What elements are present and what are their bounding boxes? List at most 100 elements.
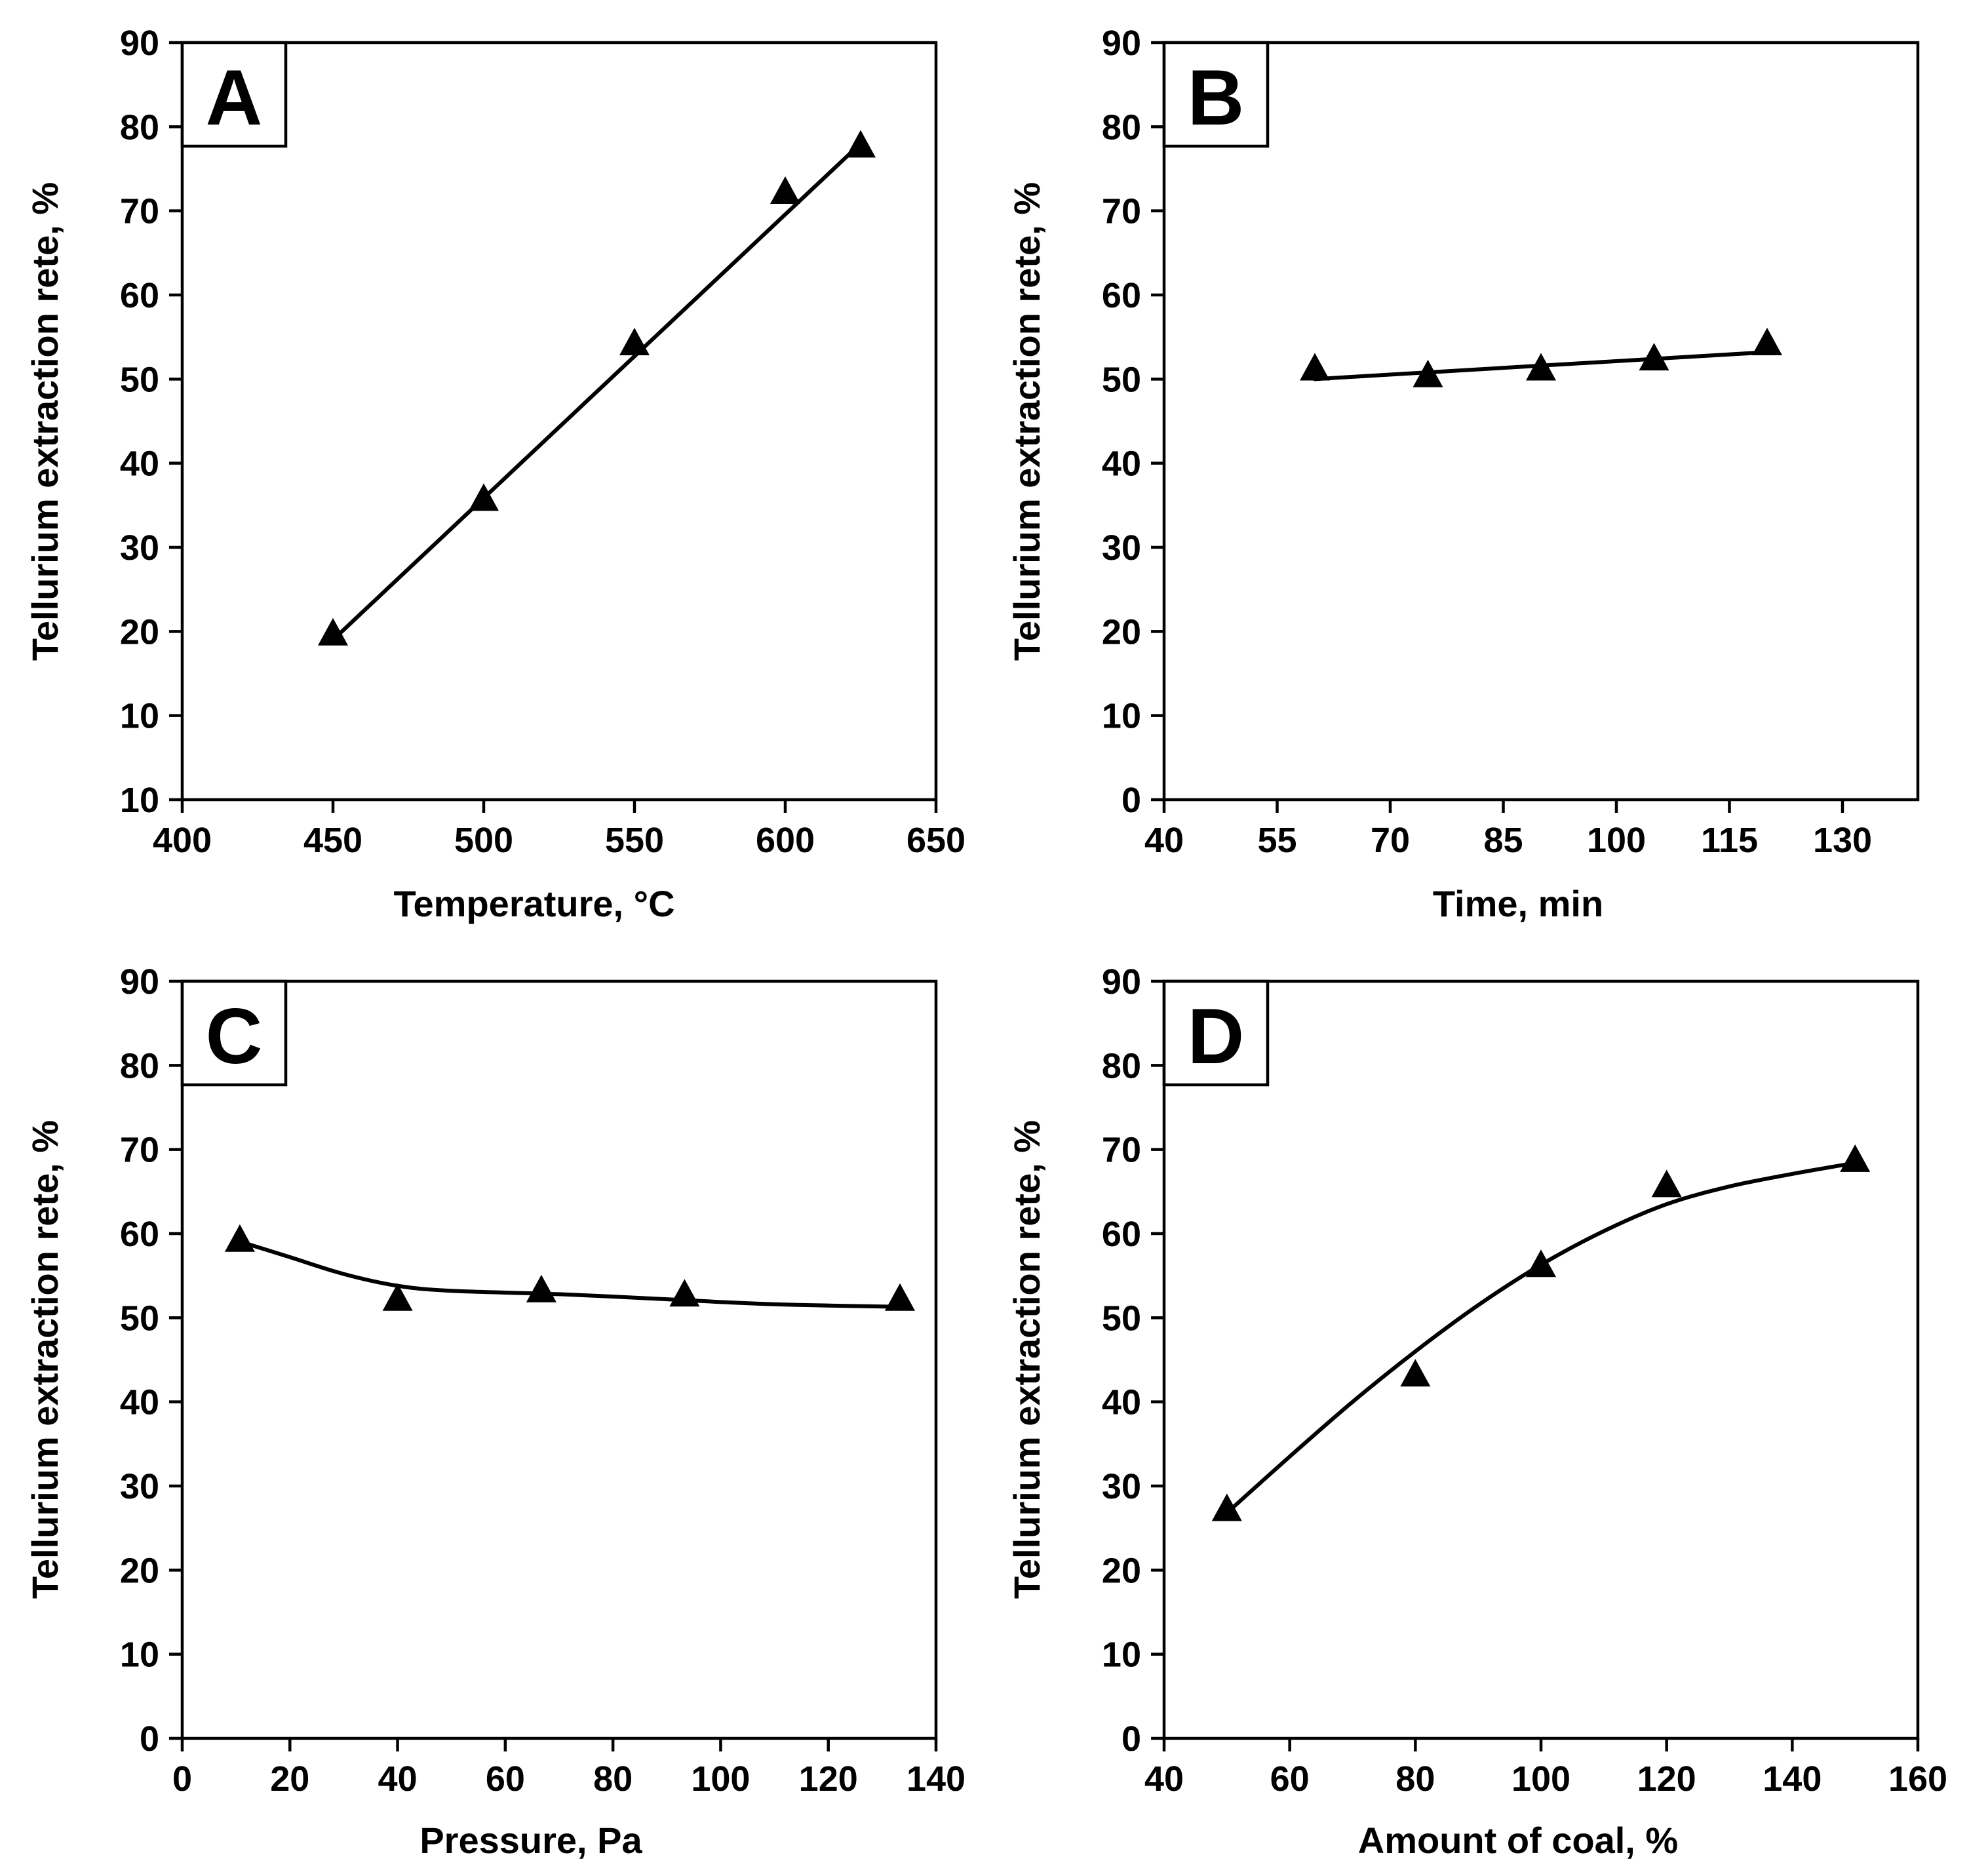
panel-d-fit-line [1224, 1161, 1858, 1515]
panel-b-x-tick-label: 70 [1371, 821, 1410, 860]
panel-a-data-point [846, 130, 876, 158]
panel-b-y-tick-label: 60 [1102, 276, 1141, 315]
panel-b-data-point [1413, 359, 1443, 387]
panel-c-x-tick-label: 80 [593, 1759, 633, 1799]
panel-a-y-tick-label: 90 [120, 24, 159, 63]
panel-b-y-tick-label: 40 [1102, 444, 1141, 484]
panel-c-data-point [382, 1283, 413, 1311]
panel-b-plot-frame [1162, 41, 1920, 802]
panel-b-y-tick-label: 10 [1102, 697, 1141, 736]
panel-b-x-tick-label: 115 [1701, 821, 1758, 860]
panel-c-data-point [669, 1279, 700, 1307]
panel-a-letter: A [206, 54, 263, 142]
panel-a-plot-layer: 400 450 500 550 600 650 10 10 20 30 40 50 60 70 80 90 [120, 24, 965, 860]
panel-a-data-point [469, 483, 499, 511]
panel-c-plot-frame [180, 979, 938, 1740]
panel-b-y-tick-label: 0 [1121, 781, 1141, 820]
panel-c-fit-line [234, 1238, 901, 1309]
panel-d-y-tick-label: 0 [1121, 1719, 1141, 1759]
panel-b-data-point [1752, 328, 1782, 355]
panel-a-data-point [318, 617, 348, 646]
panel-d-x-axis-title: Amount of coal, % [1358, 1820, 1678, 1861]
panel-d-letter: D [1188, 992, 1245, 1080]
panel-b-y-tick-label: 50 [1102, 360, 1141, 399]
panel-c-y-tick-label: 70 [120, 1131, 159, 1170]
panel-d-y-tick-label: 70 [1102, 1131, 1141, 1170]
panel-d-y-tick-label: 30 [1102, 1467, 1141, 1506]
panel-c-x-tick-label: 60 [486, 1759, 525, 1799]
panel-c-plot-layer: 0 20 40 60 80 100 120 140 0 10 20 30 40 50 60 70 80 90 [120, 962, 965, 1799]
panel-a-label-box [180, 41, 288, 148]
panel-a-fit-line [331, 142, 863, 642]
panel-c-x-tick-label: 100 [691, 1759, 750, 1799]
panel-b-letter: B [1188, 54, 1245, 142]
panel-d-plot-frame [1162, 979, 1920, 1740]
panel-c-y-tick-label: 50 [120, 1299, 159, 1338]
panel-d-y-tick-label: 40 [1102, 1383, 1141, 1422]
panel-c-y-tick-label: 20 [120, 1551, 159, 1590]
panel-a-y-tick-label: 80 [120, 107, 159, 147]
panel-d-plot-layer: 40 60 80 100 120 140 160 0 10 20 30 40 50 60 70 80 90 [1102, 962, 1947, 1799]
panel-d-data-point [1526, 1249, 1556, 1278]
panel-c-x-tick-label: 20 [270, 1759, 309, 1799]
panel-b-y-tick-label: 90 [1102, 24, 1141, 63]
panel-d-y-tick-label: 50 [1102, 1299, 1141, 1338]
panel-d-y-tick-label: 10 [1102, 1635, 1141, 1675]
panel-b-data-point [1300, 353, 1330, 381]
panel-c-y-tick-label: 40 [120, 1383, 159, 1422]
panel-a-y-tick-label: 10 [120, 697, 159, 736]
panel-c-x-tick-label: 0 [172, 1759, 192, 1799]
panel-a: 400 450 500 550 600 650 10 10 20 30 40 50 60 70 80 90 A… [24, 24, 965, 924]
panel-d-x-tick-label: 160 [1888, 1759, 1947, 1799]
panel-b-plot-layer: 40 55 70 85 100 115 130 0 10 20 30 40 50 60 70 80 90 [1102, 24, 1872, 860]
panel-c-letter: C [206, 992, 263, 1080]
panel-a-x-tick-label: 650 [907, 821, 965, 860]
panel-a-y-tick-label: 40 [120, 444, 159, 484]
panel-c-y-tick-label: 30 [120, 1467, 159, 1506]
panel-c-y-tick-label: 80 [120, 1046, 159, 1085]
panel-b-y-tick-label: 20 [1102, 612, 1141, 652]
panel-b-x-tick-label: 130 [1813, 821, 1872, 860]
panel-a-data-point [770, 176, 800, 204]
panel-a-y-tick-label: 60 [120, 276, 159, 315]
panel-c-x-tick-label: 40 [378, 1759, 418, 1799]
panel-a-y-tick-label: 70 [120, 192, 159, 231]
panel-d-data-point [1840, 1144, 1871, 1172]
panel-a-x-tick-label: 600 [756, 821, 815, 860]
panel-c-data-point [224, 1224, 255, 1252]
panel-a-x-axis-title: Temperature, °C [393, 883, 674, 924]
panel-b-y-tick-label: 30 [1102, 528, 1141, 568]
panel-c-y-tick-label: 90 [120, 962, 159, 1002]
panel-b-x-tick-label: 40 [1144, 821, 1184, 860]
panel-b-label-box [1162, 41, 1270, 148]
panel-a-y-axis-title: Tellurium extraction rete, % [24, 182, 66, 661]
panel-a-plot-frame [180, 41, 938, 802]
panel-d-x-tick-label: 120 [1637, 1759, 1696, 1799]
panel-a-x-tick-label: 500 [454, 821, 513, 860]
panel-c-x-tick-label: 120 [799, 1759, 858, 1799]
panel-b-y-tick-label: 70 [1102, 192, 1141, 231]
panel-c-y-axis-title: Tellurium extraction rete, % [24, 1120, 66, 1599]
panel-b-x-axis-title: Time, min [1433, 883, 1603, 924]
panel-c-data-point [885, 1283, 915, 1311]
panel-b: 40 55 70 85 100 115 130 0 10 20 30 40 50 60 70 80 90 B T… [1006, 24, 1920, 924]
panel-d-x-tick-label: 80 [1395, 1759, 1435, 1799]
panel-c-y-tick-label: 60 [120, 1215, 159, 1254]
panel-d-y-tick-label: 60 [1102, 1215, 1141, 1254]
panel-c-x-axis-title: Pressure, Pa [419, 1820, 642, 1861]
panel-c-data-point [526, 1274, 556, 1302]
panel-b-x-tick-label: 100 [1587, 821, 1646, 860]
panel-b-y-axis-title: Tellurium extraction rete, % [1006, 182, 1047, 661]
panel-c-x-tick-label: 140 [907, 1759, 965, 1799]
panel-d-x-tick-label: 100 [1511, 1759, 1570, 1799]
panel-b-data-point [1526, 353, 1556, 381]
panel-b-data-point [1639, 343, 1669, 371]
panel-d-label-box [1162, 979, 1270, 1087]
panel-c-y-tick-label: 0 [140, 1719, 159, 1759]
panel-a-x-tick-label: 550 [605, 821, 664, 860]
panel-c-label-box [180, 979, 288, 1087]
panel-a-y-tick-label: 50 [120, 360, 159, 399]
panel-d-x-tick-label: 40 [1144, 1759, 1184, 1799]
panel-b-x-tick-label: 55 [1257, 821, 1296, 860]
